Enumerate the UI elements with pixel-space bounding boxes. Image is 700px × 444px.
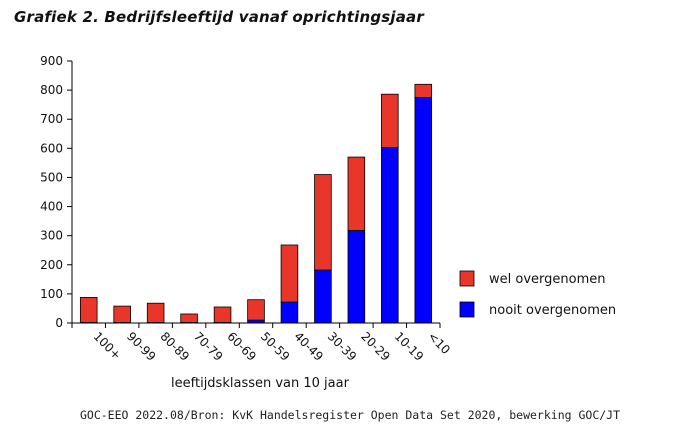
bar-wel-2 xyxy=(146,302,165,323)
y-tick-label-9: 900 xyxy=(40,54,63,68)
bar-wel-8 xyxy=(347,156,366,231)
y-tick-label-7: 700 xyxy=(40,112,63,126)
y-tick-label-8: 800 xyxy=(40,83,63,97)
chart-title: Grafiek 2. Bedrijfsleeftijd vanaf oprich… xyxy=(14,8,424,26)
bar-wel-5 xyxy=(247,299,265,321)
legend-label-0: wel overgenomen xyxy=(489,272,605,287)
x-tick-label-7: 30-39 xyxy=(325,329,360,364)
legend-label-1: nooit overgenomen xyxy=(489,303,616,318)
bar-nooit-8 xyxy=(347,230,366,324)
y-tick-label-5: 500 xyxy=(40,170,63,184)
bar-wel-6 xyxy=(280,244,299,303)
x-tick-label-1: 90-99 xyxy=(124,329,159,364)
bar-wel-10 xyxy=(414,83,433,98)
bar-wel-9 xyxy=(381,93,399,148)
bar-wel-0 xyxy=(79,296,98,323)
y-tick-label-0: 0 xyxy=(55,316,63,330)
bar-wel-3 xyxy=(180,313,198,323)
x-tick-label-0: 100+ xyxy=(91,329,124,362)
x-axis-title: leeftijdsklassen van 10 jaar xyxy=(171,376,350,391)
y-tick-labels: 0 100 200 300 400 500 600 700 800 900 xyxy=(40,54,63,330)
bar-nooit-9 xyxy=(381,147,399,324)
y-tick-label-6: 600 xyxy=(40,141,63,155)
legend-swatch-0 xyxy=(459,270,475,287)
axes-group xyxy=(67,60,441,328)
x-tick-label-2: 80-89 xyxy=(158,329,193,364)
bar-wel-1 xyxy=(113,305,131,323)
legend: wel overgenomen nooit overgenomen xyxy=(459,270,616,318)
x-tick-label-4: 60-69 xyxy=(224,329,259,364)
x-tick-label-8: 20-29 xyxy=(358,329,393,364)
x-tick-label-6: 40-49 xyxy=(291,329,326,364)
y-tick-label-3: 300 xyxy=(40,229,63,243)
bar-nooit-7 xyxy=(314,269,332,324)
bar-nooit-10 xyxy=(414,96,433,324)
bar-wel-4 xyxy=(213,306,232,323)
source-note: GOC-EEO 2022.08/Bron: KvK Handelsregiste… xyxy=(79,408,621,422)
x-tick-label-3: 70-79 xyxy=(191,329,226,364)
legend-swatch-1 xyxy=(459,301,475,318)
y-tick-label-2: 200 xyxy=(40,258,63,272)
y-tick-label-1: 100 xyxy=(40,287,63,301)
bar-wel-7 xyxy=(314,174,332,271)
bars-group xyxy=(79,83,433,324)
x-tick-label-10: <10 xyxy=(425,329,453,357)
x-tick-label-5: 50-59 xyxy=(258,329,293,364)
x-tick-labels: 100+ 90-9980-8970-7960-6950-5940-4930-392… xyxy=(91,329,453,364)
bar-nooit-6 xyxy=(280,301,299,324)
y-tick-label-4: 400 xyxy=(40,200,63,214)
x-tick-label-9: 10-19 xyxy=(392,329,427,364)
